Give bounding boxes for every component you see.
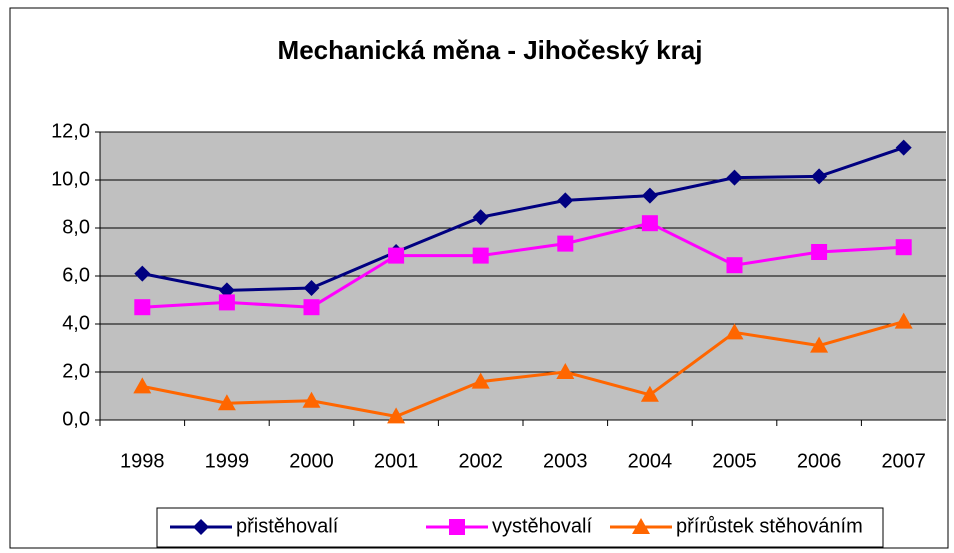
marker xyxy=(303,280,320,296)
y-tick-label: 4,0 xyxy=(62,312,90,334)
x-tick-label: 2007 xyxy=(881,450,926,472)
y-tick-label: 0,0 xyxy=(62,408,90,430)
x-tick-label: 2001 xyxy=(374,450,419,472)
marker xyxy=(303,299,320,316)
marker xyxy=(557,192,574,209)
marker xyxy=(218,294,235,311)
x-tick-label: 2005 xyxy=(712,450,757,472)
x-tick-label: 2000 xyxy=(289,450,334,472)
marker xyxy=(725,323,744,340)
marker xyxy=(134,265,151,282)
marker xyxy=(134,299,151,316)
series-line xyxy=(142,146,905,292)
x-tick-label: 2006 xyxy=(797,450,842,472)
marker xyxy=(471,372,490,389)
series-line xyxy=(142,221,904,309)
marker xyxy=(388,247,405,264)
marker xyxy=(387,407,406,424)
legend-label: vystěhovalí xyxy=(492,515,592,537)
x-tick-label: 1998 xyxy=(120,450,165,472)
marker xyxy=(811,244,828,260)
x-tick-label: 2003 xyxy=(543,450,588,472)
series-line xyxy=(142,320,905,418)
x-tick-label: 2002 xyxy=(458,450,503,472)
x-tick-label: 1999 xyxy=(205,450,250,472)
y-tick-label: 8,0 xyxy=(62,216,90,238)
x-tick-label: 2004 xyxy=(628,450,673,472)
y-tick-label: 10,0 xyxy=(51,168,90,190)
marker xyxy=(726,169,743,186)
legend xyxy=(156,507,884,548)
marker xyxy=(217,394,236,411)
marker xyxy=(133,377,152,394)
marker xyxy=(557,235,574,252)
y-tick-label: 12,0 xyxy=(51,120,90,142)
marker xyxy=(449,519,465,535)
chart-title: Mechanická měna - Jihočeský kraj xyxy=(278,35,703,65)
marker xyxy=(640,385,659,402)
y-tick-label: 6,0 xyxy=(62,264,90,286)
marker xyxy=(556,363,575,379)
marker xyxy=(811,168,828,185)
marker xyxy=(894,312,913,329)
marker xyxy=(641,187,658,204)
marker xyxy=(472,209,489,226)
marker xyxy=(632,518,650,534)
legend-label: přírůstek stěhováním xyxy=(676,515,863,537)
marker xyxy=(726,257,743,274)
marker xyxy=(193,519,209,535)
y-tick-label: 2,0 xyxy=(62,360,90,382)
marker xyxy=(641,215,658,232)
legend-label: přistěhovalí xyxy=(236,515,339,537)
marker xyxy=(472,247,489,264)
marker xyxy=(810,336,829,353)
marker xyxy=(895,239,912,256)
marker xyxy=(895,139,912,156)
marker xyxy=(302,391,321,408)
